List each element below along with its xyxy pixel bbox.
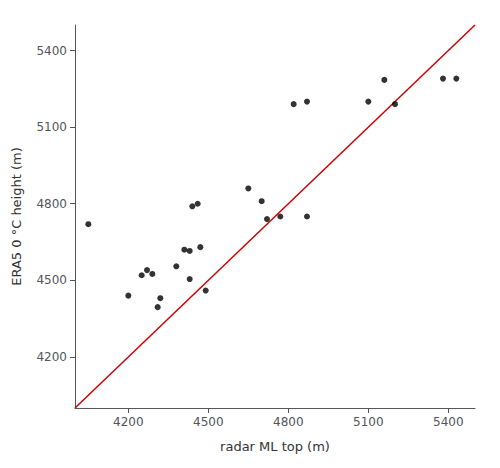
svg-text:ERA5 0 °C height (m): ERA5 0 °C height (m): [9, 147, 24, 286]
svg-text:5100: 5100: [36, 120, 67, 134]
svg-text:4200: 4200: [113, 415, 144, 429]
svg-text:4800: 4800: [36, 197, 67, 211]
svg-text:radar ML top (m): radar ML top (m): [220, 439, 330, 454]
svg-text:4500: 4500: [193, 415, 224, 429]
svg-text:4200: 4200: [36, 350, 67, 364]
svg-text:4800: 4800: [273, 415, 304, 429]
svg-text:5400: 5400: [36, 44, 67, 58]
svg-text:4500: 4500: [36, 273, 67, 287]
svg-text:5100: 5100: [353, 415, 384, 429]
svg-text:5400: 5400: [433, 415, 464, 429]
